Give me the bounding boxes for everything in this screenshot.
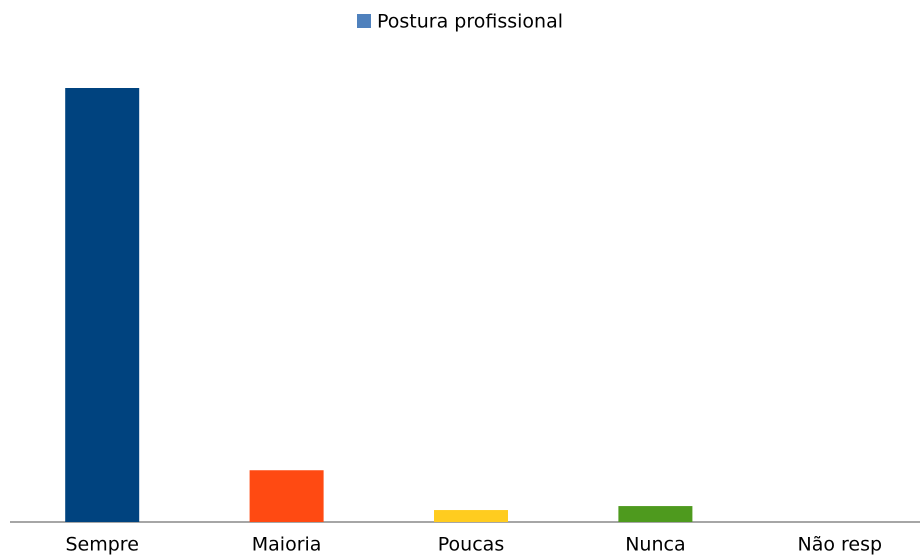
x-tick-label: Sempre	[65, 534, 138, 556]
x-tick-label: Nunca	[625, 534, 685, 556]
legend-label: Postura profissional	[377, 11, 563, 33]
x-tick-label: Não resp	[798, 534, 883, 556]
x-tick-label: Maioria	[252, 534, 322, 556]
x-tick-label: Poucas	[438, 534, 504, 556]
bar	[434, 510, 508, 522]
bar	[249, 470, 324, 522]
legend-swatch	[357, 14, 371, 28]
bar	[65, 88, 140, 522]
bar	[618, 506, 693, 522]
